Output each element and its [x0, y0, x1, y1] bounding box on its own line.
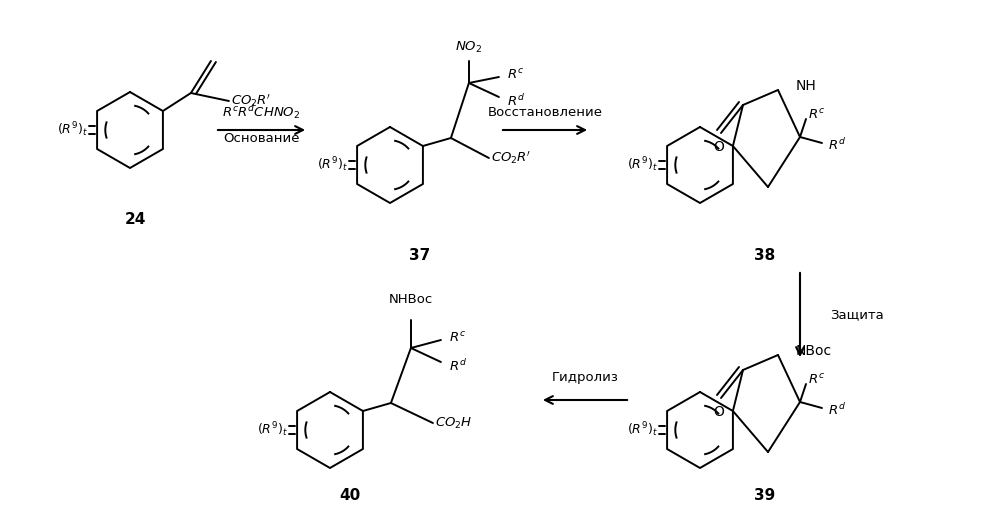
Text: $CO_2R'$: $CO_2R'$: [231, 93, 272, 109]
Text: 24: 24: [124, 212, 146, 228]
Text: $R^d$: $R^d$: [828, 402, 846, 418]
Text: $R^c$: $R^c$: [506, 68, 523, 82]
Text: NBoc: NBoc: [796, 344, 832, 358]
Text: 39: 39: [754, 488, 775, 502]
Text: 40: 40: [340, 488, 361, 502]
Text: $(R^9)_t$: $(R^9)_t$: [317, 156, 348, 175]
Text: Основание: Основание: [223, 131, 300, 145]
Text: $(R^9)_t$: $(R^9)_t$: [57, 121, 88, 139]
Text: $(R^9)_t$: $(R^9)_t$: [257, 420, 288, 439]
Text: 38: 38: [754, 247, 775, 263]
Text: O: O: [713, 405, 724, 419]
Text: $NO_2$: $NO_2$: [456, 40, 483, 55]
Text: NH: NH: [796, 79, 817, 93]
Text: $R^d$: $R^d$: [449, 358, 467, 374]
Text: O: O: [713, 140, 724, 154]
Text: $(R^9)_t$: $(R^9)_t$: [627, 156, 658, 175]
Text: $R^cR^dCHNO_2$: $R^cR^dCHNO_2$: [222, 103, 300, 121]
Text: NHBoc: NHBoc: [389, 293, 433, 306]
Text: $R^d$: $R^d$: [828, 137, 846, 153]
Text: Гидролиз: Гидролиз: [551, 372, 618, 384]
Text: Восстановление: Восстановление: [488, 105, 602, 119]
Text: $CO_2H$: $CO_2H$: [435, 415, 473, 431]
Text: $R^c$: $R^c$: [449, 331, 466, 345]
Text: $R^c$: $R^c$: [808, 373, 825, 387]
Text: $R^c$: $R^c$: [808, 108, 825, 122]
Text: 37: 37: [410, 247, 431, 263]
Text: $(R^9)_t$: $(R^9)_t$: [627, 420, 658, 439]
Text: Защита: Защита: [830, 308, 884, 322]
Text: $R^d$: $R^d$: [506, 93, 524, 109]
Text: $CO_2R'$: $CO_2R'$: [491, 150, 531, 166]
